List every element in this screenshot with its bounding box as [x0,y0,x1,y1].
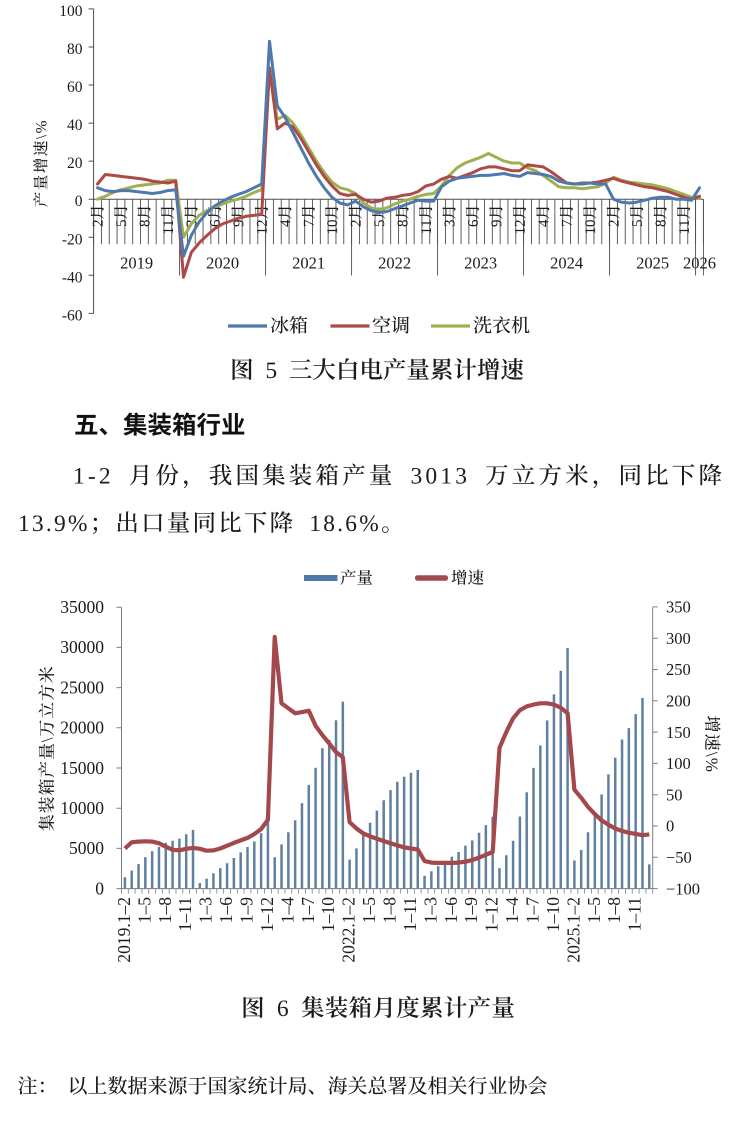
svg-text:1–4: 1–4 [277,897,297,924]
svg-text:1–7: 1–7 [298,897,318,924]
svg-text:2022.1–2: 2022.1–2 [339,897,359,963]
svg-text:300: 300 [666,629,691,648]
svg-text:2019: 2019 [120,254,153,273]
svg-text:35000: 35000 [60,597,104,617]
svg-text:1–4: 1–4 [502,897,522,924]
svg-text:2026: 2026 [683,254,716,273]
svg-text:1–12: 1–12 [257,897,277,932]
svg-text:1–5: 1–5 [584,897,604,924]
svg-text:1–6: 1–6 [216,897,236,924]
svg-text:−100: −100 [666,879,700,898]
svg-text:10000: 10000 [60,798,104,818]
svg-text:1–8: 1–8 [604,897,624,924]
svg-text:1–5: 1–5 [359,897,379,924]
svg-text:15000: 15000 [60,758,104,778]
svg-text:1–10: 1–10 [318,897,338,932]
svg-text:1–12: 1–12 [482,897,502,932]
svg-text:1–9: 1–9 [461,897,481,924]
svg-text:100: 100 [59,3,83,20]
svg-text:−50: −50 [666,848,692,867]
svg-text:1–5: 1–5 [134,897,154,924]
svg-text:2024: 2024 [550,254,583,273]
svg-text:60: 60 [67,79,83,96]
svg-text:1–6: 1–6 [441,897,461,924]
svg-text:1–10: 1–10 [543,897,563,932]
svg-text:1–3: 1–3 [420,897,440,924]
svg-text:0: 0 [95,878,104,898]
svg-text:20000: 20000 [60,718,104,738]
svg-text:-60: -60 [62,307,83,324]
svg-text:1–8: 1–8 [380,897,400,924]
svg-text:1–11: 1–11 [625,897,645,931]
svg-text:2020: 2020 [206,254,239,273]
svg-text:250: 250 [666,660,691,679]
svg-text:50: 50 [666,785,683,804]
svg-text:1–7: 1–7 [523,897,543,924]
svg-text:25000: 25000 [60,677,104,697]
svg-text:1–11: 1–11 [400,897,420,931]
svg-text:30000: 30000 [60,637,104,657]
svg-text:100: 100 [666,754,691,773]
svg-text:2023: 2023 [464,254,497,273]
svg-text:5000: 5000 [69,838,104,858]
svg-text:2025.1–2: 2025.1–2 [563,897,583,963]
svg-text:-40: -40 [62,269,83,286]
svg-text:0: 0 [666,817,674,836]
svg-text:1–11: 1–11 [175,897,195,931]
svg-text:2022: 2022 [378,254,411,273]
svg-text:1–3: 1–3 [196,897,216,924]
svg-text:350: 350 [666,598,691,617]
svg-text:1–9: 1–9 [237,897,257,924]
svg-text:1–8: 1–8 [155,897,175,924]
svg-text:20: 20 [67,155,83,172]
svg-text:40: 40 [67,117,83,134]
svg-text:0: 0 [75,193,83,210]
svg-text:150: 150 [666,723,691,742]
svg-text:200: 200 [666,692,691,711]
svg-text:2021: 2021 [292,254,325,273]
svg-text:-20: -20 [62,231,83,248]
svg-text:2019.1–2: 2019.1–2 [114,897,134,963]
svg-text:80: 80 [67,41,83,58]
svg-text:2025: 2025 [636,254,669,273]
